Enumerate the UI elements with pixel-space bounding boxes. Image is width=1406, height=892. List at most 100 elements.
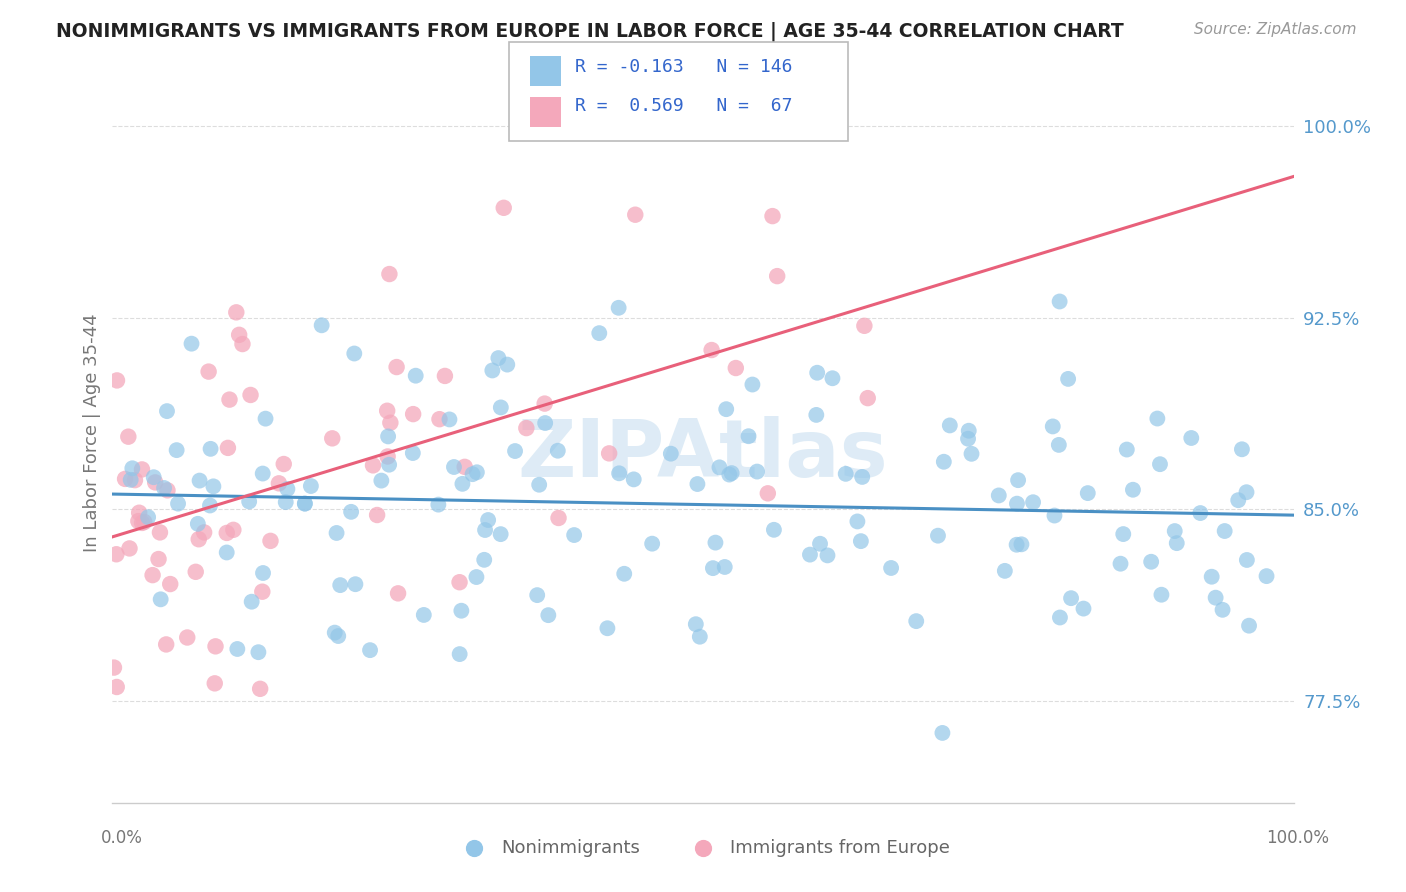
- Point: [105, 680, 128, 694]
- Point: [294, 497, 316, 511]
- Point: [1115, 442, 1137, 457]
- Point: [745, 465, 768, 479]
- Point: [231, 337, 253, 351]
- Point: [449, 575, 471, 590]
- Point: [202, 479, 225, 493]
- Point: [709, 460, 731, 475]
- Point: [167, 497, 190, 511]
- Point: [344, 577, 367, 591]
- Point: [1122, 483, 1144, 497]
- Point: [239, 388, 262, 402]
- Point: [105, 373, 128, 387]
- Point: [1007, 473, 1029, 487]
- Point: [329, 578, 352, 592]
- Point: [1212, 603, 1234, 617]
- Point: [387, 586, 409, 600]
- Point: [931, 726, 953, 740]
- Point: [1005, 538, 1028, 552]
- Point: [136, 510, 159, 524]
- Point: [443, 460, 465, 475]
- Point: [720, 466, 742, 480]
- Point: [187, 516, 209, 531]
- Point: [204, 676, 226, 690]
- Point: [439, 412, 461, 426]
- Point: [762, 523, 785, 537]
- Y-axis label: In Labor Force | Age 35-44: In Labor Force | Age 35-44: [83, 313, 101, 552]
- Point: [142, 568, 165, 582]
- Point: [377, 450, 399, 464]
- Point: [377, 429, 399, 443]
- Point: [155, 637, 177, 651]
- Point: [370, 474, 392, 488]
- Point: [311, 318, 333, 333]
- Point: [1230, 442, 1253, 457]
- Point: [217, 441, 239, 455]
- Point: [1166, 536, 1188, 550]
- Point: [259, 533, 281, 548]
- Point: [481, 363, 503, 377]
- Point: [718, 467, 741, 482]
- Point: [562, 528, 585, 542]
- Point: [249, 681, 271, 696]
- Point: [756, 486, 779, 500]
- Text: 100.0%: 100.0%: [1265, 829, 1329, 847]
- Point: [713, 560, 735, 574]
- Point: [180, 336, 202, 351]
- Point: [215, 545, 238, 559]
- Text: 0.0%: 0.0%: [101, 829, 143, 847]
- Point: [716, 402, 738, 417]
- Point: [274, 495, 297, 509]
- Point: [166, 443, 188, 458]
- Point: [323, 625, 346, 640]
- Point: [641, 536, 664, 550]
- Point: [1164, 524, 1187, 538]
- Point: [526, 588, 548, 602]
- Point: [960, 447, 983, 461]
- Point: [704, 535, 727, 549]
- Point: [880, 561, 903, 575]
- Point: [1205, 591, 1227, 605]
- Point: [427, 498, 450, 512]
- Point: [547, 443, 569, 458]
- Point: [1043, 508, 1066, 523]
- Point: [817, 549, 839, 563]
- Point: [607, 301, 630, 315]
- Point: [156, 483, 179, 498]
- Point: [534, 416, 557, 430]
- Point: [1022, 495, 1045, 509]
- Point: [486, 351, 509, 365]
- Point: [1077, 486, 1099, 500]
- Point: [1150, 588, 1173, 602]
- Point: [375, 403, 398, 417]
- Point: [143, 475, 166, 490]
- Point: [737, 429, 759, 443]
- Point: [1057, 372, 1080, 386]
- Point: [1047, 438, 1070, 452]
- Text: NONIMMIGRANTS VS IMMIGRANTS FROM EUROPE IN LABOR FORCE | AGE 35-44 CORRELATION C: NONIMMIGRANTS VS IMMIGRANTS FROM EUROPE …: [56, 22, 1123, 42]
- Point: [588, 326, 610, 340]
- Point: [537, 608, 560, 623]
- Point: [117, 430, 139, 444]
- Point: [134, 515, 156, 529]
- Point: [503, 444, 526, 458]
- Point: [226, 642, 249, 657]
- Point: [927, 529, 949, 543]
- Point: [515, 421, 537, 435]
- Point: [149, 592, 172, 607]
- Point: [252, 566, 274, 580]
- Point: [238, 494, 260, 508]
- Point: [321, 431, 343, 445]
- Point: [685, 617, 707, 632]
- Point: [131, 516, 153, 530]
- Point: [1236, 485, 1258, 500]
- Point: [1049, 294, 1071, 309]
- Point: [461, 467, 484, 482]
- Point: [380, 416, 402, 430]
- Point: [939, 418, 962, 433]
- Point: [450, 604, 472, 618]
- Point: [1112, 527, 1135, 541]
- Point: [806, 408, 828, 422]
- Point: [741, 377, 763, 392]
- Point: [247, 645, 270, 659]
- Point: [957, 432, 980, 446]
